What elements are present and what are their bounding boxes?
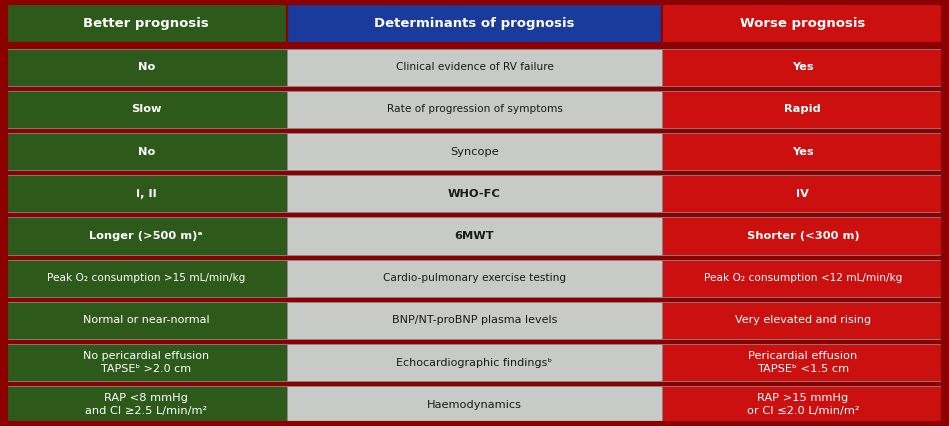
Text: Better prognosis: Better prognosis [84, 17, 209, 29]
Text: Syncope: Syncope [450, 147, 499, 157]
Bar [287, 302, 662, 339]
Bar [6, 3, 287, 43]
Bar [662, 386, 943, 423]
Bar [662, 302, 943, 339]
Bar [662, 175, 943, 212]
Bar [6, 217, 287, 255]
Text: Cardio-pulmonary exercise testing: Cardio-pulmonary exercise testing [383, 273, 566, 283]
Bar [6, 260, 287, 297]
Text: Haemodynamics: Haemodynamics [427, 400, 522, 410]
Text: No pericardial effusion
TAPSEᵇ >2.0 cm: No pericardial effusion TAPSEᵇ >2.0 cm [84, 351, 209, 374]
Text: Rate of progression of symptoms: Rate of progression of symptoms [386, 104, 563, 114]
Bar [287, 386, 662, 423]
Text: I, II: I, II [136, 189, 157, 199]
Text: WHO-FC: WHO-FC [448, 189, 501, 199]
Bar [287, 217, 662, 255]
Bar [6, 91, 287, 128]
Bar [6, 344, 287, 381]
Bar [6, 49, 287, 86]
Text: BNP/NT-proBNP plasma levels: BNP/NT-proBNP plasma levels [392, 315, 557, 325]
Bar [662, 344, 943, 381]
Text: Determinants of prognosis: Determinants of prognosis [374, 17, 575, 29]
Text: Peak O₂ consumption >15 mL/min/kg: Peak O₂ consumption >15 mL/min/kg [47, 273, 246, 283]
Text: Rapid: Rapid [785, 104, 821, 114]
Bar [6, 302, 287, 339]
Text: Clinical evidence of RV failure: Clinical evidence of RV failure [396, 62, 553, 72]
Bar [662, 49, 943, 86]
Bar [6, 386, 287, 423]
Text: IV: IV [796, 189, 809, 199]
Bar [287, 260, 662, 297]
Text: Peak O₂ consumption <12 mL/min/kg: Peak O₂ consumption <12 mL/min/kg [703, 273, 902, 283]
Bar [287, 133, 662, 170]
Text: Worse prognosis: Worse prognosis [740, 17, 865, 29]
Bar [287, 3, 662, 43]
Bar [662, 217, 943, 255]
Text: Pericardial effusion
TAPSEᵇ <1.5 cm: Pericardial effusion TAPSEᵇ <1.5 cm [748, 351, 858, 374]
Text: No: No [138, 62, 155, 72]
Bar [662, 133, 943, 170]
Text: Longer (>500 m)ᵃ: Longer (>500 m)ᵃ [89, 231, 203, 241]
Bar [662, 260, 943, 297]
Text: Shorter (<300 m): Shorter (<300 m) [747, 231, 859, 241]
Text: RAP <8 mmHg
and CI ≥2.5 L/min/m²: RAP <8 mmHg and CI ≥2.5 L/min/m² [85, 394, 207, 416]
Bar [287, 91, 662, 128]
Text: RAP >15 mmHg
or CI ≤2.0 L/min/m²: RAP >15 mmHg or CI ≤2.0 L/min/m² [747, 394, 859, 416]
Bar [6, 133, 287, 170]
Text: Yes: Yes [792, 147, 813, 157]
Bar [6, 175, 287, 212]
Bar [287, 49, 662, 86]
Text: 6MWT: 6MWT [455, 231, 494, 241]
Text: Echocardiographic findingsᵇ: Echocardiographic findingsᵇ [397, 358, 552, 368]
Text: Yes: Yes [792, 62, 813, 72]
Bar [662, 3, 943, 43]
Bar [287, 175, 662, 212]
Text: No: No [138, 147, 155, 157]
Text: Normal or near-normal: Normal or near-normal [83, 315, 210, 325]
Bar [662, 91, 943, 128]
Bar [287, 344, 662, 381]
Text: Very elevated and rising: Very elevated and rising [735, 315, 871, 325]
Text: Slow: Slow [131, 104, 161, 114]
